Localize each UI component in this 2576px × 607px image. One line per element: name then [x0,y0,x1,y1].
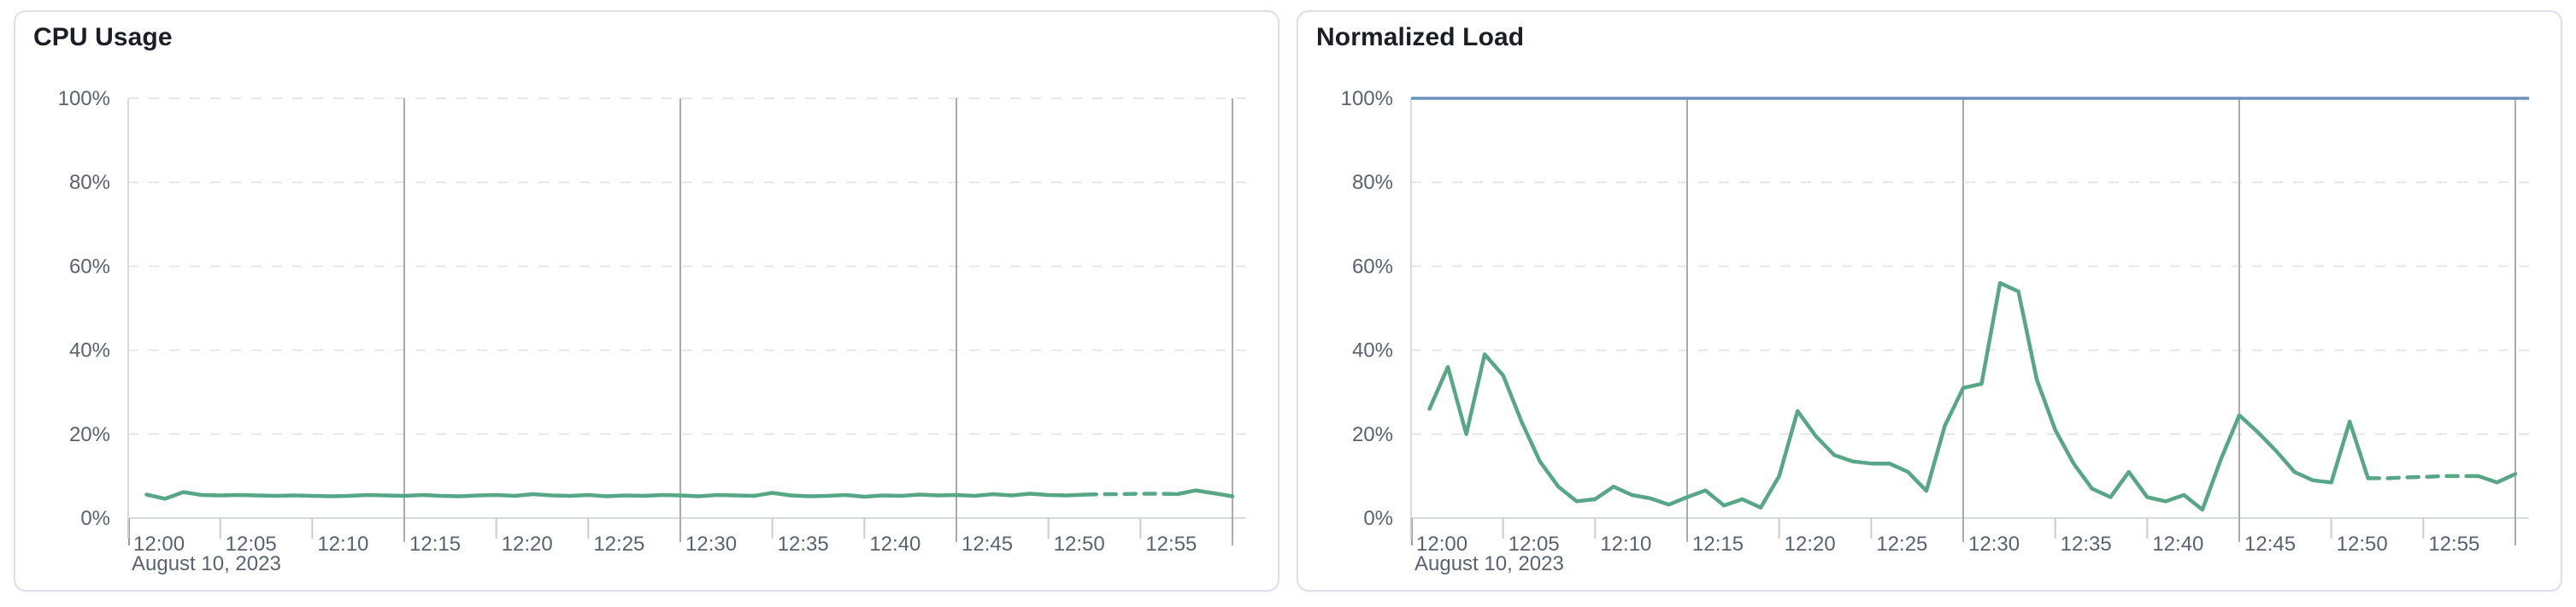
x-axis-label-12:45: 12:45 [962,533,1013,556]
y-axis-label-0: 0% [80,507,110,530]
x-axis-label-12:05: 12:05 [226,533,277,556]
x-axis-label-12:40: 12:40 [869,533,920,556]
series-line-solid-cpu-usage-percent [144,490,1087,501]
series-line-solid-end-cpu-usage-percent [1175,488,1235,498]
x-axis-label-12:30: 12:30 [685,533,737,556]
series-line-solid-normalized-load-percent [1427,280,2370,512]
y-axis-label-100: 100% [58,87,110,110]
series-line-dashed-partial-cpu-usage-percent [1083,492,1179,497]
x-axis-label-12:50: 12:50 [1054,533,1105,556]
y-axis-label-60: 60% [1352,255,1393,278]
x-axis-label-12:10: 12:10 [317,533,368,556]
series-line-solid-end-normalized-load-percent [2476,472,2518,485]
y-axis-label-20: 20% [1352,423,1393,446]
x-axis-label-12:20: 12:20 [1785,533,1836,556]
x-axis-date-label: August 10, 2023 [132,552,281,575]
x-axis-label-12:50: 12:50 [2337,533,2388,556]
cpu-usage-title: CPU Usage [33,23,173,51]
x-axis-label-12:00: 12:00 [1416,533,1467,556]
x-axis-label-12:25: 12:25 [1876,533,1927,556]
y-axis-label-0: 0% [1363,507,1393,530]
y-axis-label-40: 40% [1352,339,1393,362]
cpu-usage-chart-canvas[interactable]: 0% 20% 40% 60% 80% 100% 12:00 12:05 12:10 12:15 12… [15,12,1278,590]
x-axis-label-12:55: 12:55 [2428,533,2479,556]
x-axis-label-12:00: 12:00 [133,533,185,556]
y-axis-label-60: 60% [69,255,110,278]
x-axis-label-12:15: 12:15 [409,533,461,556]
normalized-load-title: Normalized Load [1316,23,1525,51]
x-axis-label-12:40: 12:40 [2152,533,2203,556]
x-axis-label-12:30: 12:30 [1968,533,2020,556]
x-axis-label-12:55: 12:55 [1145,533,1197,556]
y-axis-label-100: 100% [1341,87,1393,110]
y-axis-label-20: 20% [69,423,110,446]
x-axis-date-label: August 10, 2023 [1414,552,1564,575]
x-axis-label-12:20: 12:20 [502,533,553,556]
normalized-load-panel: 0% 20% 40% 60% 80% 100% 12:00 12:05 12:10 12:15 12… [1297,10,2562,592]
cpu-usage-panel: 0% 20% 40% 60% 80% 100% 12:00 12:05 12:10 12:15 12… [14,10,1279,592]
normalized-load-chart-canvas[interactable]: 0% 20% 40% 60% 80% 100% 12:00 12:05 12:10 12:15 12… [1298,12,2561,590]
y-axis-label-40: 40% [69,339,110,362]
y-axis-label-80: 80% [1352,171,1393,194]
x-axis-label-12:35: 12:35 [778,533,829,556]
series-line-dashed-partial-normalized-load-percent [2366,474,2481,480]
x-axis-label-12:05: 12:05 [1509,533,1560,556]
x-axis-label-12:15: 12:15 [1692,533,1744,556]
x-axis-label-12:25: 12:25 [593,533,644,556]
x-axis-label-12:35: 12:35 [2061,533,2112,556]
y-axis-label-80: 80% [69,171,110,194]
x-axis-label-12:45: 12:45 [2244,533,2296,556]
x-axis-label-12:10: 12:10 [1600,533,1651,556]
